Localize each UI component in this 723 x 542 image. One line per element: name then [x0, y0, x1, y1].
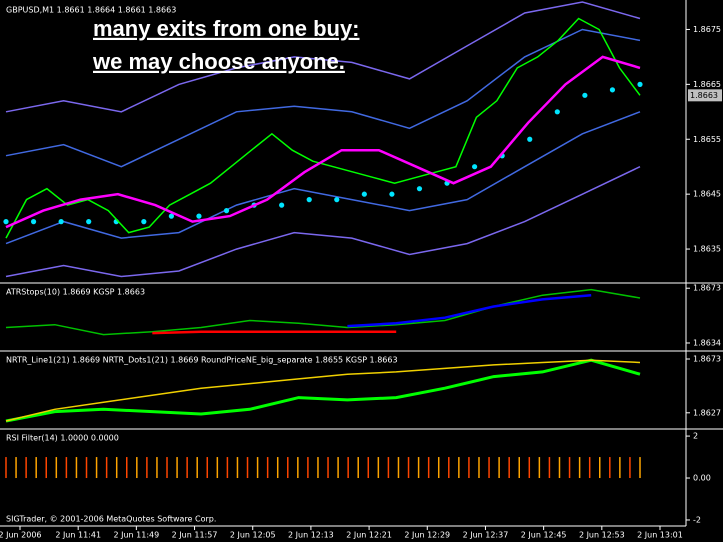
indicator-line [347, 293, 592, 328]
x-tick-label: 2 Jun 13:01 [637, 531, 683, 540]
pane-label: GBPUSD,M1 1.8661 1.8664 1.8661 1.8663 [6, 6, 176, 15]
indicator-dot [416, 186, 423, 192]
annotation: many exits from one buy: [93, 16, 360, 41]
indicator-dot [86, 219, 92, 225]
x-tick-label: 2 Jun 12:13 [288, 531, 334, 540]
y-tick-label: -2 [693, 515, 701, 524]
x-tick-label: 2 Jun 12:21 [346, 531, 392, 540]
x-tick-label: 2 Jun 11:49 [113, 531, 159, 540]
indicator-dot [637, 81, 643, 87]
indicator-dot [30, 219, 37, 225]
pane-label: NRTR_Line1(21) 1.8669 NRTR_Dots1(21) 1.8… [6, 356, 398, 365]
indicator-dot [196, 213, 202, 219]
indicator-line [5, 358, 641, 423]
x-tick-label: 2 Jun 11:41 [55, 531, 101, 540]
indicator-dot [223, 208, 230, 214]
y-tick-label: 1.8655 [693, 135, 721, 144]
indicator-line [5, 55, 641, 229]
indicator-dot [609, 87, 616, 93]
y-tick-label: 0.00 [693, 474, 711, 483]
y-tick-label: 1.8645 [693, 190, 721, 199]
indicator-dot [168, 213, 174, 219]
pane-label: RSI Filter(14) 1.0000 0.0000 [6, 434, 119, 443]
indicator-dot [527, 136, 533, 142]
indicator-dot [582, 92, 588, 98]
indicator-dot [141, 219, 147, 225]
y-tick-label: 1.8673 [693, 284, 721, 293]
indicator-dot [389, 191, 395, 197]
indicator-line [5, 359, 641, 422]
indicator-line [5, 288, 641, 336]
indicator-dot [3, 219, 9, 225]
indicator-dot [472, 164, 478, 170]
last-price-box [688, 89, 722, 102]
x-tick-label: 2 Jun 12:45 [521, 531, 567, 540]
indicator-dot [554, 109, 560, 115]
indicator-dot [58, 219, 64, 225]
y-tick-label: 1.8627 [693, 408, 721, 417]
indicator-line [5, 17, 641, 239]
x-tick-label: 2 Jun 11:57 [172, 531, 218, 540]
y-tick-label: 1.8675 [693, 25, 721, 34]
indicator-line [5, 166, 641, 278]
last-price-label: 1.8663 [690, 91, 718, 100]
indicator-line [5, 28, 641, 168]
y-tick-label: 2 [693, 432, 698, 441]
indicator-dot [334, 197, 340, 203]
indicator-line [5, 111, 641, 245]
y-tick-label: 1.8673 [693, 355, 721, 364]
indicator-dot [306, 197, 312, 203]
x-tick-label: 2 Jun 12:29 [404, 531, 450, 540]
indicator-dot [279, 202, 285, 208]
pane-label: ATRStops(10) 1.8669 KGSP 1.8663 [6, 288, 145, 297]
annotation: we may choose anyone. [92, 49, 345, 74]
y-tick-label: 1.8634 [693, 338, 721, 347]
y-tick-label: 1.8635 [693, 245, 721, 254]
x-tick-label: 2 Jun 12:37 [463, 531, 509, 540]
footer: SIGTrader, © 2001-2006 MetaQuotes Softwa… [6, 515, 216, 524]
indicator-dot [361, 191, 367, 197]
x-tick-label: 2 Jun 12:53 [579, 531, 625, 540]
x-tick-label: 2 Jun 12:05 [230, 531, 276, 540]
indicator-line [5, 1, 641, 113]
x-tick-label: 2 Jun 2006 [0, 531, 42, 540]
y-tick-label: 1.8665 [693, 80, 721, 89]
